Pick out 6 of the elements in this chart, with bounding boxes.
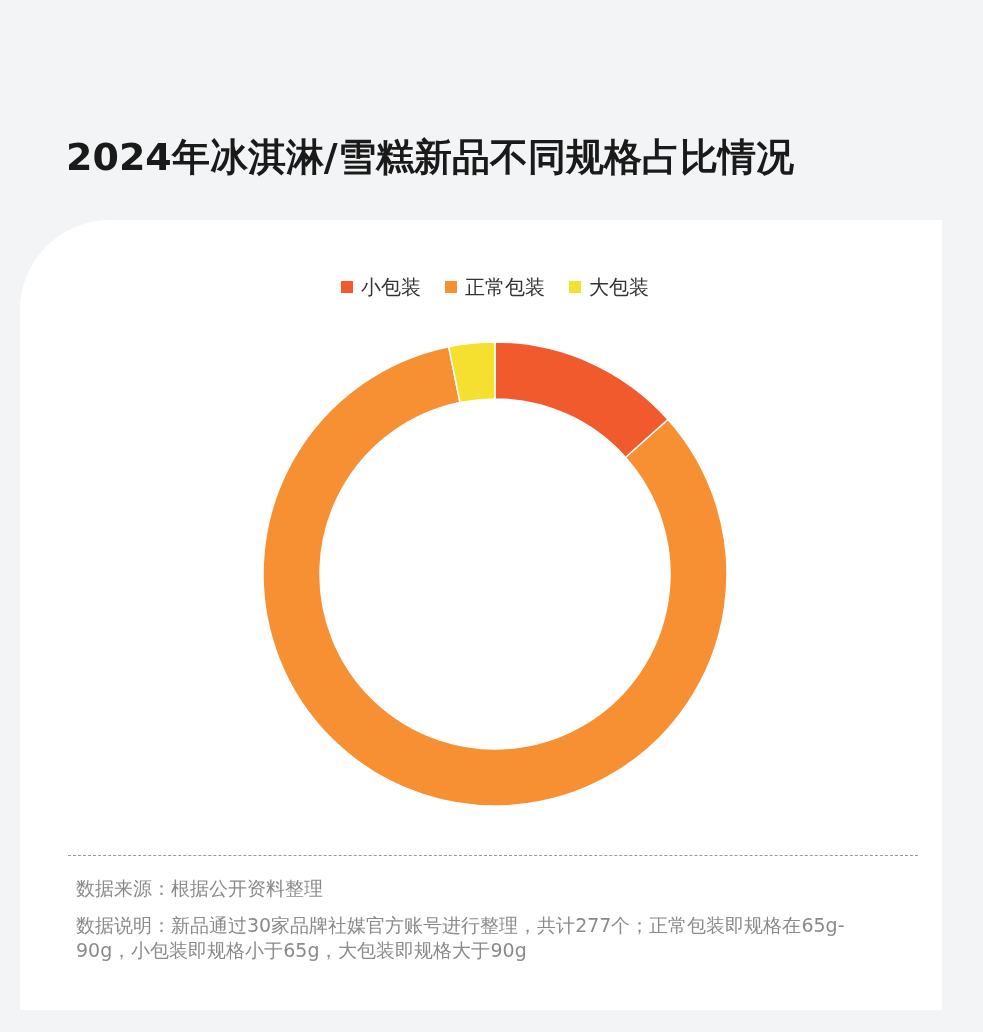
chart-title: 2024年冰淇淋/雪糕新品不同规格占比情况	[66, 134, 794, 181]
legend-label: 大包装	[589, 275, 649, 299]
legend-label: 正常包装	[465, 275, 545, 299]
legend-label: 小包装	[361, 275, 421, 299]
annotation: 数据来源：根据公开资料整理	[76, 876, 324, 901]
annotation: 数据说明：新品通过30家品牌社媒官方账号进行整理，共计277个；正常包装即规格在65g-90g，小包装即规格小于65g，大包装即规格大于90g	[76, 913, 846, 963]
